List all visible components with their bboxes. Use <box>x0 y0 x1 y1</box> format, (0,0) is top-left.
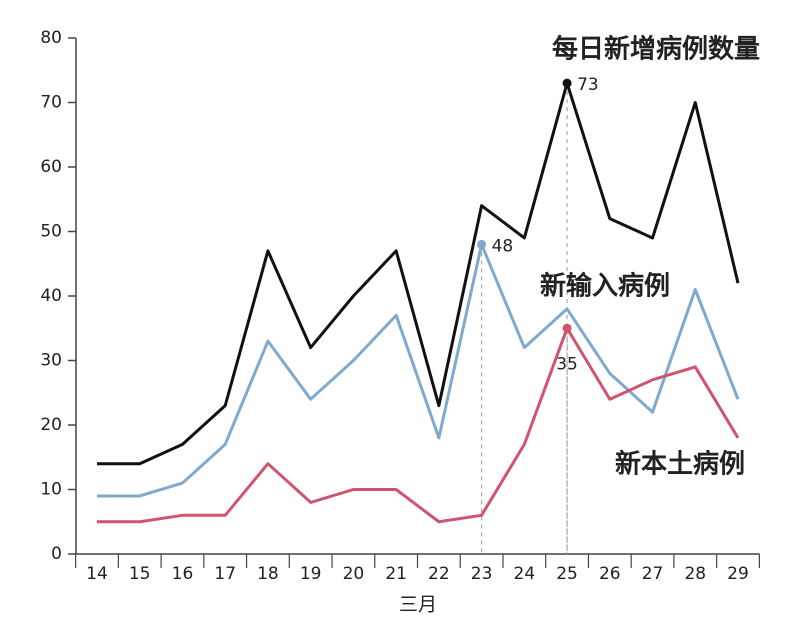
y-tick-label: 30 <box>40 351 62 371</box>
x-tick-label: 25 <box>556 564 578 584</box>
series-line <box>97 81 740 466</box>
y-tick-label: 40 <box>40 286 62 306</box>
point-marker <box>562 323 572 333</box>
y-tick-label: 0 <box>51 544 62 564</box>
x-tick-label: 29 <box>727 564 749 584</box>
x-axis-label: 三月 <box>399 594 437 616</box>
point-marker <box>562 78 572 88</box>
series-line <box>97 326 740 524</box>
x-tick-label: 20 <box>343 564 365 584</box>
x-tick-label: 26 <box>599 564 621 584</box>
series-label: 新本土病例 <box>615 449 745 480</box>
x-tick-label: 21 <box>385 564 407 584</box>
y-tick-label: 10 <box>40 480 62 500</box>
y-tick-label: 60 <box>40 157 62 177</box>
data-label: 73 <box>577 75 599 95</box>
x-tick-label: 18 <box>257 564 279 584</box>
y-tick-label: 80 <box>40 28 62 48</box>
point-marker <box>477 239 487 249</box>
data-label: 35 <box>556 354 578 374</box>
x-tick-label: 17 <box>214 564 236 584</box>
x-tick-label: 16 <box>172 564 194 584</box>
y-tick-label: 20 <box>40 415 62 435</box>
x-tick-label: 19 <box>300 564 322 584</box>
chart-title: 每日新增病例数量 <box>552 34 760 65</box>
series-label: 新输入病例 <box>540 271 670 302</box>
x-tick-label: 22 <box>428 564 450 584</box>
y-tick-label: 70 <box>40 93 62 113</box>
x-tick-label: 15 <box>129 564 151 584</box>
y-tick-label: 50 <box>40 222 62 242</box>
x-tick-label: 14 <box>86 564 108 584</box>
series-line <box>97 242 740 498</box>
x-tick-label: 28 <box>684 564 706 584</box>
x-tick-label: 23 <box>471 564 493 584</box>
x-tick-label: 24 <box>514 564 536 584</box>
x-tick-label: 27 <box>642 564 664 584</box>
data-label: 48 <box>492 236 514 256</box>
